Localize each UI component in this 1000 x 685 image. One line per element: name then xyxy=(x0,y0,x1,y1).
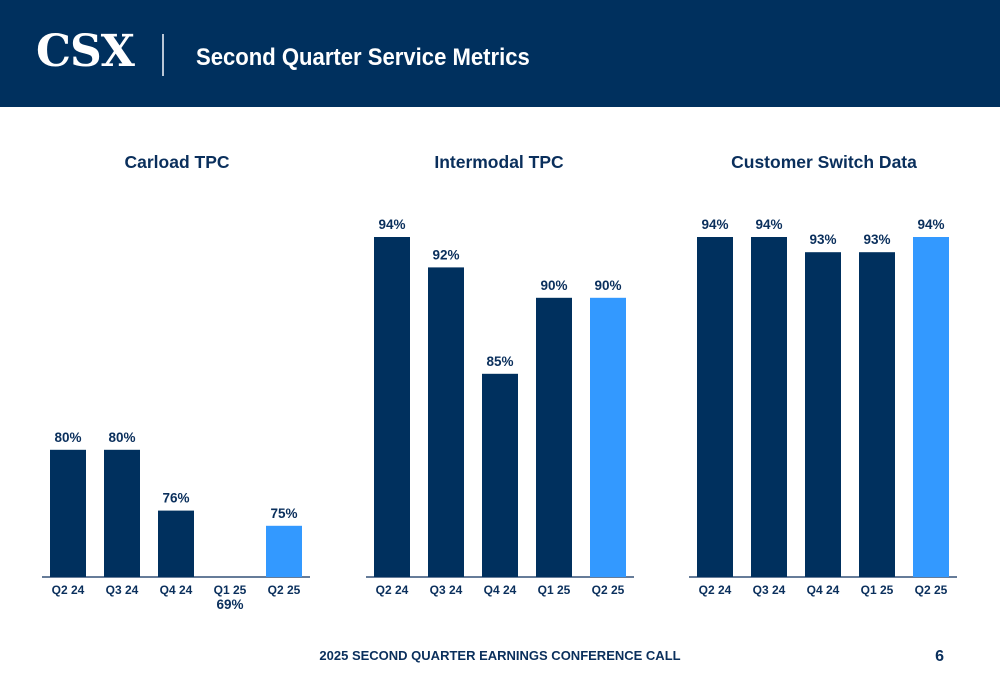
bar-intermodal-q324 xyxy=(428,267,464,577)
bar-intermodal-q125 xyxy=(536,297,572,577)
data-label-customer-switch-0: 94% xyxy=(701,217,728,232)
data-label-carload-3: 69% xyxy=(216,597,243,612)
chart-title-intermodal-tpc: Intermodal TPC xyxy=(434,152,564,172)
data-label-intermodal-0: 94% xyxy=(378,217,405,232)
chart-title-customer-switch-data: Customer Switch Data xyxy=(731,152,917,172)
tick-label-intermodal-4: Q2 25 xyxy=(592,583,625,597)
tick-label-intermodal-2: Q4 24 xyxy=(484,583,517,597)
bar-carload-q225 xyxy=(266,525,302,577)
csx-logo: CSX xyxy=(36,26,135,77)
data-label-carload-0: 80% xyxy=(54,430,81,445)
data-label-carload-2: 76% xyxy=(162,491,189,506)
tick-label-intermodal-1: Q3 24 xyxy=(430,583,463,597)
tick-label-carload-4: Q2 25 xyxy=(268,583,301,597)
bar-carload-q424 xyxy=(158,510,194,577)
data-label-carload-1: 80% xyxy=(108,430,135,445)
bar-intermodal-q424 xyxy=(482,373,518,577)
tick-label-intermodal-3: Q1 25 xyxy=(538,583,571,597)
bar-carload-q224 xyxy=(50,449,86,577)
tick-label-carload-1: Q3 24 xyxy=(106,583,139,597)
chart-title-carload-tpc: Carload TPC xyxy=(124,152,230,172)
tick-label-carload-3: Q1 25 xyxy=(214,583,247,597)
bar-carload-q324 xyxy=(104,449,140,577)
tick-label-customer-switch-1: Q3 24 xyxy=(753,583,786,597)
tick-label-customer-switch-3: Q1 25 xyxy=(861,583,894,597)
data-label-intermodal-2: 85% xyxy=(486,354,513,369)
footer-text: 2025 SECOND QUARTER EARNINGS CONFERENCE … xyxy=(319,648,681,663)
bar-customer-switch-q125 xyxy=(859,252,895,577)
tick-label-intermodal-0: Q2 24 xyxy=(376,583,409,597)
data-label-customer-switch-3: 93% xyxy=(863,232,890,247)
data-label-intermodal-1: 92% xyxy=(432,247,459,262)
data-label-customer-switch-1: 94% xyxy=(755,217,782,232)
page-number: 6 xyxy=(935,648,944,665)
tick-label-customer-switch-2: Q4 24 xyxy=(807,583,840,597)
data-label-intermodal-4: 90% xyxy=(594,278,621,293)
data-label-intermodal-3: 90% xyxy=(540,278,567,293)
header-divider xyxy=(162,34,164,76)
slide-title: Second Quarter Service Metrics xyxy=(196,44,530,71)
bar-customer-switch-q424 xyxy=(805,252,841,577)
bar-intermodal-q224 xyxy=(374,237,410,577)
tick-label-carload-0: Q2 24 xyxy=(52,583,85,597)
data-label-carload-4: 75% xyxy=(270,506,297,521)
tick-label-customer-switch-0: Q2 24 xyxy=(699,583,732,597)
data-label-customer-switch-4: 94% xyxy=(917,217,944,232)
bar-customer-switch-q225 xyxy=(913,237,949,577)
tick-label-carload-2: Q4 24 xyxy=(160,583,193,597)
header-banner: CSX Second Quarter Service Metrics xyxy=(0,0,1000,107)
data-label-customer-switch-2: 93% xyxy=(809,232,836,247)
bar-intermodal-q225 xyxy=(590,297,626,577)
bar-customer-switch-q224 xyxy=(697,237,733,577)
tick-label-customer-switch-4: Q2 25 xyxy=(915,583,948,597)
bar-customer-switch-q324 xyxy=(751,237,787,577)
